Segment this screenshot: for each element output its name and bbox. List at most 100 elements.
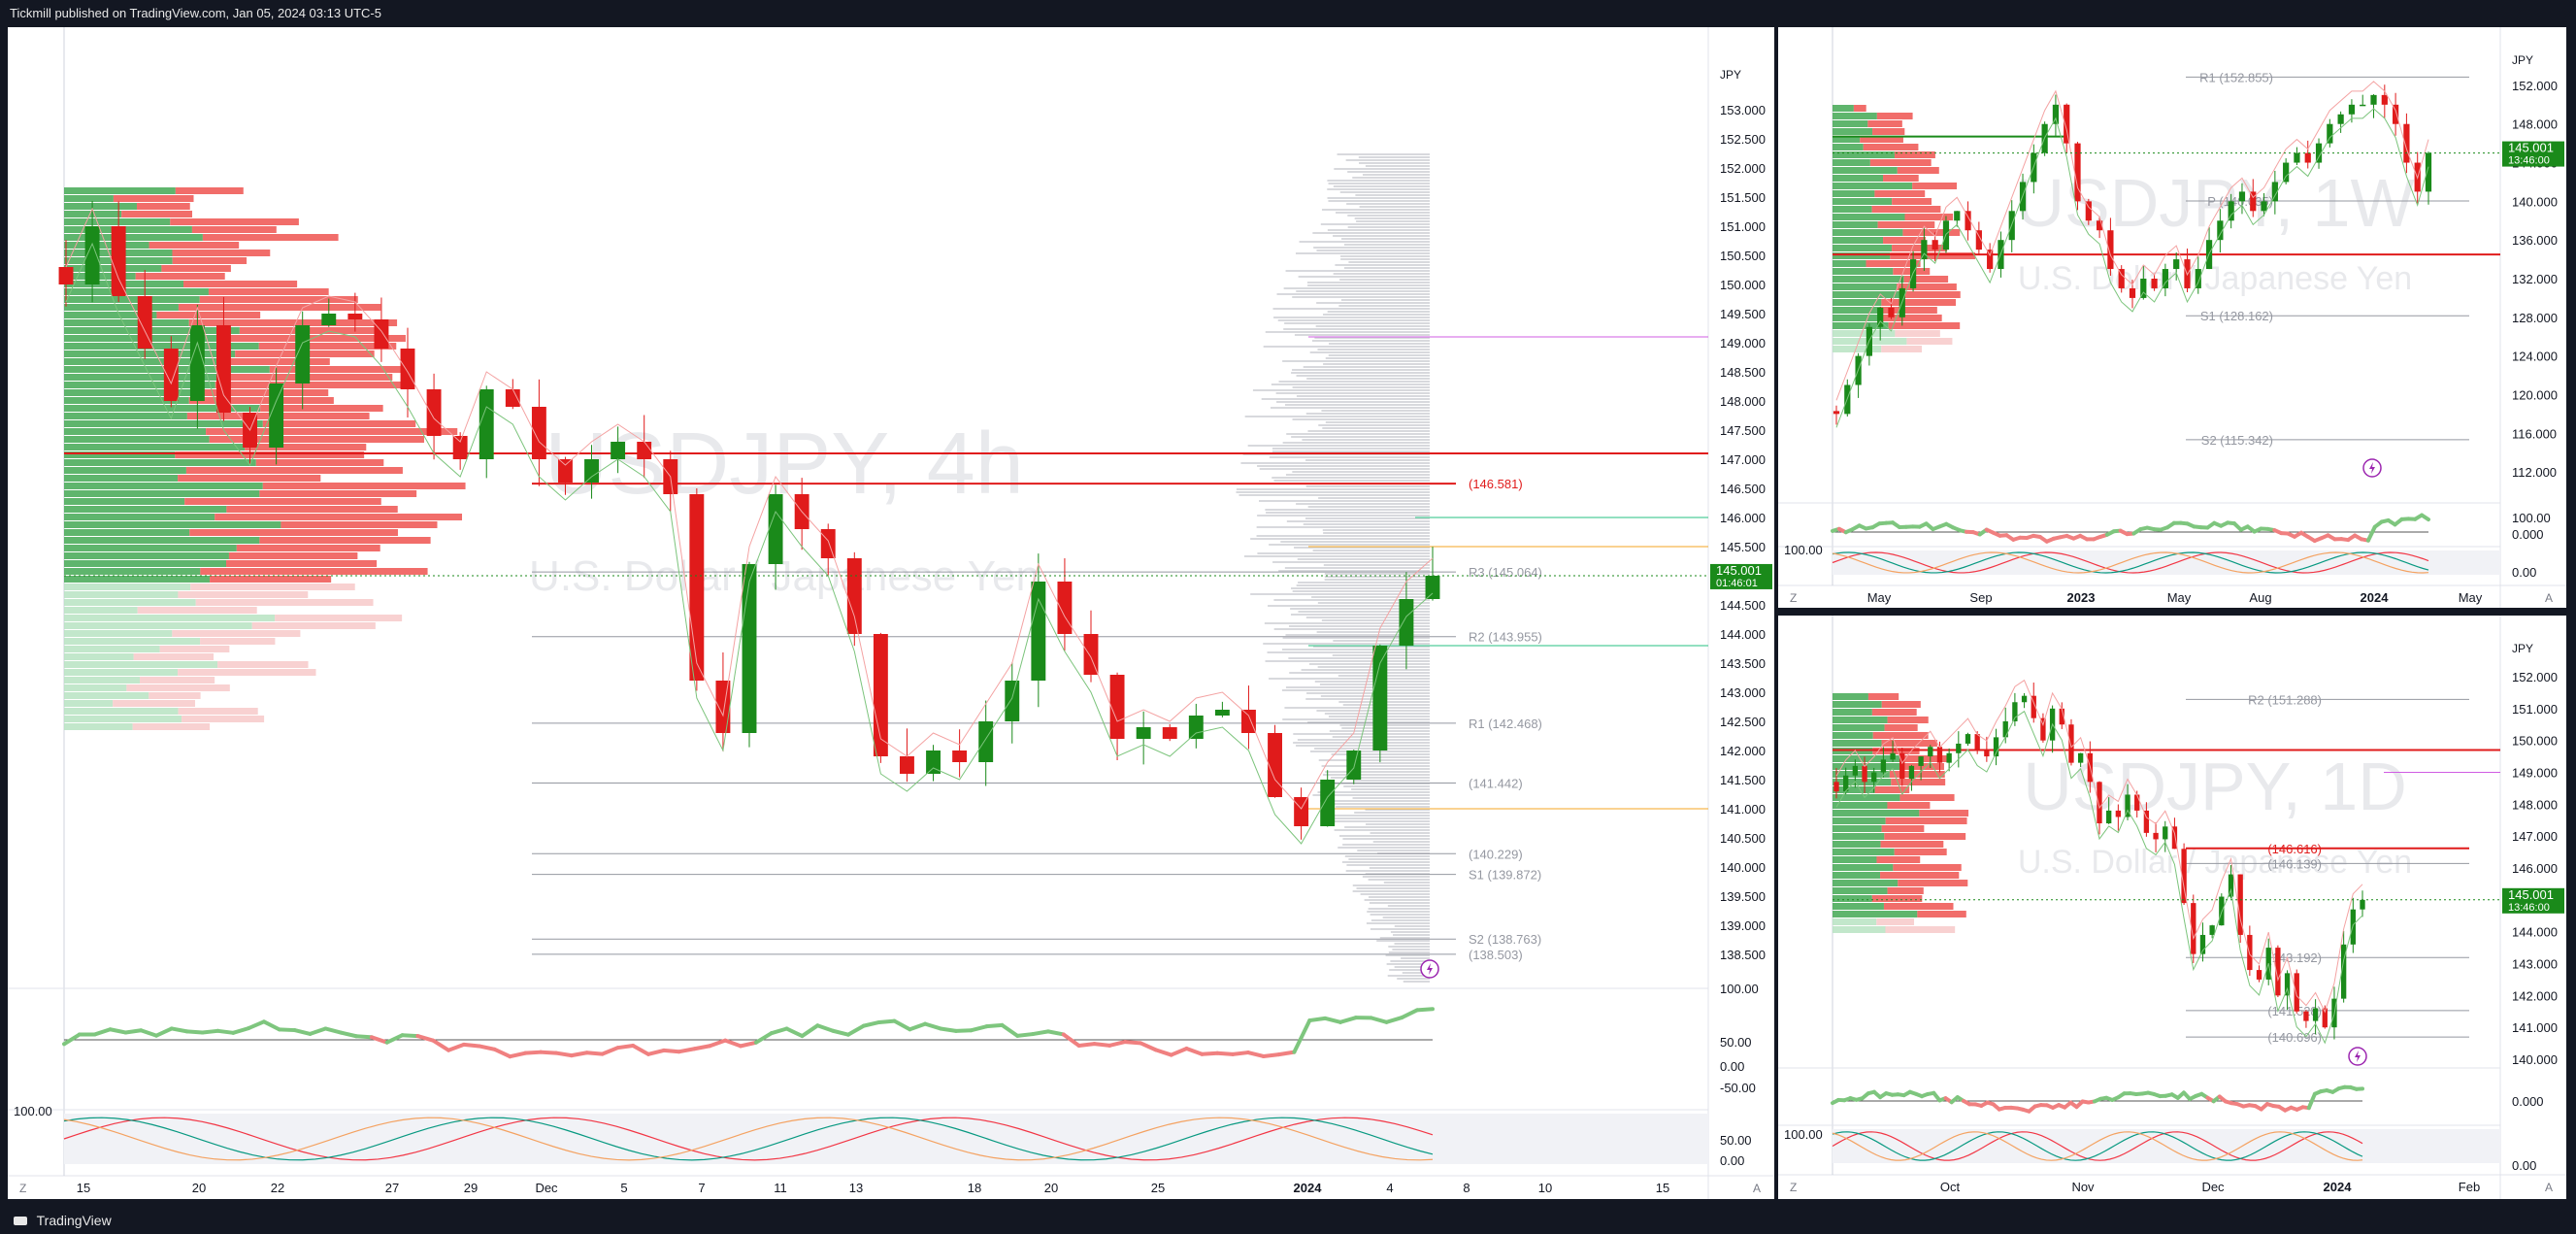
momentum-line-segment [1000, 1022, 1020, 1038]
bullish-candle [2021, 695, 2028, 703]
bullish-candle [742, 564, 757, 733]
bullish-candle [2348, 104, 2356, 115]
session-volume-profile [1336, 212, 1430, 214]
volume-profile-buy [64, 451, 176, 458]
session-volume-profile [1338, 847, 1430, 849]
session-volume-profile [1354, 217, 1430, 219]
volume-profile-sell [185, 467, 403, 474]
bullish-candle [611, 442, 626, 459]
bearish-candle [1109, 675, 1125, 739]
volume-profile-sell [209, 436, 424, 443]
volume-profile-buy [64, 234, 203, 241]
pivot-level-label: (141.442) [1469, 776, 1523, 790]
session-volume-profile [1328, 354, 1430, 356]
session-volume-profile [1291, 372, 1430, 374]
volume-profile-buy [1833, 856, 1877, 863]
session-volume-profile [1314, 748, 1430, 750]
session-volume-profile [1284, 322, 1430, 324]
momentum-line-segment [1138, 1041, 1158, 1052]
last-price-box [2502, 141, 2564, 167]
session-volume-profile [1240, 462, 1430, 464]
session-volume-profile [1321, 209, 1430, 211]
volume-profile-buy [1833, 887, 1888, 894]
momentum-line-segment [939, 1026, 958, 1033]
session-volume-profile [1297, 739, 1430, 741]
bearish-candle [873, 634, 888, 756]
price-tick-label: 143.000 [1720, 685, 1766, 700]
momentum-line-segment [1323, 1016, 1342, 1024]
session-volume-profile [1292, 296, 1430, 298]
session-volume-profile [1292, 386, 1430, 388]
bearish-candle [558, 459, 573, 483]
price-tick-label: 147.000 [1720, 452, 1766, 467]
last-price-value: 145.001 [2508, 887, 2554, 902]
session-volume-profile [1252, 389, 1430, 391]
session-volume-profile [1271, 477, 1430, 479]
volume-profile-buy [1833, 268, 1894, 275]
session-volume-profile [1250, 538, 1430, 540]
main-chart-svg[interactable]: USDJPY, 4h U.S. Dollar / Japanese Yen (146… [8, 27, 1774, 1199]
bullish-candle [1908, 765, 1915, 780]
session-volume-profile [1364, 899, 1430, 901]
bullish-candle [1843, 775, 1849, 792]
session-volume-profile [1394, 966, 1430, 968]
session-volume-profile [1256, 535, 1430, 537]
session-volume-profile [1298, 276, 1430, 278]
session-volume-profile [1321, 410, 1430, 412]
lightning-glyph [2355, 1051, 2361, 1062]
bullish-candle [1877, 307, 1884, 327]
daily-chart-panel[interactable]: USDJPY, 1D U.S. Dollar / Japanese Yen R2 (… [1778, 616, 2566, 1199]
volume-profile-buy [64, 358, 228, 365]
volume-profile-buy [64, 312, 157, 318]
session-volume-profile [1305, 413, 1430, 415]
bullish-candle [1005, 681, 1020, 721]
bullish-candle [2217, 220, 2224, 241]
footer-brand[interactable]: TradingView [0, 1207, 2576, 1234]
volume-profile-buy [64, 607, 138, 614]
session-volume-profile [1352, 890, 1430, 892]
oscillator-line [63, 1117, 1434, 1161]
bullish-candle [1871, 772, 1877, 783]
momentum-line-segment [800, 1023, 820, 1039]
price-tick-label: 153.000 [1720, 103, 1766, 117]
weekly-chart-panel[interactable]: USDJPY, 1W U.S. Dollar / Japanese Yen R1 (… [1778, 27, 2566, 608]
time-tick-label: 25 [1151, 1181, 1165, 1195]
session-volume-profile [1323, 564, 1430, 566]
bar-countdown: 13:46:00 [2508, 902, 2550, 914]
volume-profile-buy [1833, 895, 1872, 902]
session-volume-profile [1329, 817, 1430, 819]
session-volume-profile [1308, 663, 1430, 665]
session-volume-profile [1275, 392, 1430, 394]
volume-profile-sell [1903, 276, 1949, 283]
bearish-candle [2031, 695, 2036, 718]
daily-chart-svg[interactable]: USDJPY, 1D U.S. Dollar / Japanese Yen R2 (… [1778, 616, 2566, 1199]
session-volume-profile [1285, 270, 1430, 272]
volume-profile-sell [1881, 825, 1925, 832]
session-volume-profile [1264, 622, 1430, 624]
pivot-level-label: (140.229) [1469, 847, 1523, 861]
volume-profile-sell [1866, 260, 1921, 267]
volume-profile-sell [1867, 120, 1902, 127]
price-tick-label: 140.000 [2512, 194, 2558, 209]
momentum-line-segment [984, 1022, 1005, 1029]
session-volume-profile [1328, 183, 1430, 184]
volume-profile-sell [156, 312, 261, 318]
volume-profile-buy [1833, 299, 1882, 306]
bullish-candle [1214, 710, 1230, 716]
time-tick-label: 27 [385, 1181, 399, 1195]
weekly-chart-svg[interactable]: USDJPY, 1W U.S. Dollar / Japanese Yen R1 (… [1778, 27, 2566, 608]
volume-profile-buy [64, 405, 261, 412]
session-volume-profile [1383, 882, 1430, 884]
volume-profile-sell [1884, 833, 1966, 840]
bullish-candle [1320, 780, 1336, 826]
volume-profile-buy [64, 552, 229, 559]
main-chart-panel[interactable]: USDJPY, 4h U.S. Dollar / Japanese Yen (146… [8, 27, 1774, 1199]
time-tick-label: Oct [1940, 1180, 1961, 1194]
bullish-candle [1956, 743, 1962, 753]
bearish-candle [689, 494, 705, 681]
pivot-level-label: (138.503) [1469, 948, 1523, 962]
session-volume-profile [1344, 826, 1430, 828]
session-volume-profile [1324, 579, 1430, 581]
bearish-candle [58, 267, 74, 284]
envelope-upper [65, 207, 1434, 810]
